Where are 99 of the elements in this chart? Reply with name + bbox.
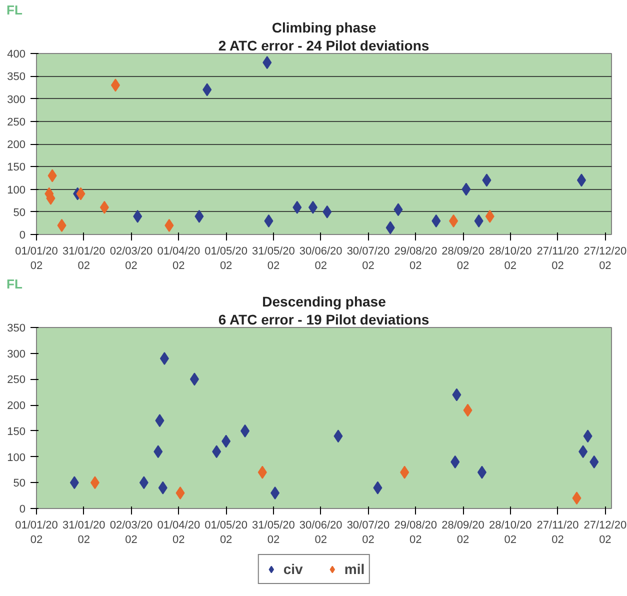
point [158, 481, 168, 494]
point [485, 210, 494, 223]
point [240, 424, 250, 438]
point [578, 445, 588, 458]
point [262, 56, 272, 70]
x-tick-label: 31/05/2002 [252, 520, 295, 546]
x-tick-label: 02/03/2002 [110, 520, 153, 546]
x-tick-label: 29/08/2002 [394, 246, 438, 272]
point [76, 187, 86, 200]
x-tick-label: 27/11/2002 [536, 520, 579, 546]
point [48, 169, 57, 182]
point [270, 486, 280, 500]
point [258, 466, 267, 479]
x-tick-label: 28/09/2002 [442, 246, 484, 272]
point [139, 476, 148, 490]
x-tick-label: 01/05/2002 [204, 246, 248, 272]
x-tick-label: 30/07/2002 [346, 520, 390, 546]
x-tick-label: 27/12/2002 [584, 520, 627, 546]
y-tick-label: 250 [7, 116, 26, 128]
chart-subtitle: 2 ATC error - 24 Pilot deviations [218, 38, 430, 54]
y-tick-label: 300 [7, 348, 26, 360]
point [57, 218, 66, 232]
x-tick-label: 31/01/2002 [62, 246, 106, 272]
point [70, 476, 79, 490]
x-tick-label: 30/06/2002 [299, 520, 342, 546]
legend-label: mil [344, 561, 365, 577]
point [176, 486, 185, 500]
y-tick-label: 0 [19, 230, 26, 242]
point [110, 78, 120, 92]
point [450, 455, 460, 468]
x-tick-label: 31/01/2002 [62, 520, 106, 546]
x-tick-label: 29/08/2002 [394, 520, 438, 546]
point [322, 205, 332, 218]
chart-title: Climbing phase [272, 20, 376, 36]
point [373, 481, 382, 494]
point [155, 414, 164, 428]
point [590, 455, 599, 468]
y-tick-label: 350 [7, 71, 26, 84]
y-axis-title: FL [6, 2, 22, 18]
x-tick-label: 02/03/2002 [110, 246, 153, 272]
point [264, 214, 274, 228]
point [463, 404, 472, 417]
point [583, 430, 592, 443]
point [222, 434, 231, 448]
point [202, 83, 212, 96]
x-tick-label: 01/04/2002 [157, 246, 200, 272]
y-tick-label: 400 [7, 48, 26, 60]
y-tick-label: 0 [19, 504, 26, 516]
x-tick-label: 28/10/2002 [488, 246, 532, 272]
point [90, 476, 100, 490]
point [308, 200, 318, 214]
point [133, 210, 142, 223]
point [576, 174, 586, 187]
point [572, 492, 582, 505]
point [477, 466, 486, 479]
point [160, 352, 169, 366]
point [292, 200, 302, 214]
y-tick-label: 350 [7, 322, 26, 334]
point [100, 200, 109, 214]
x-tick-label: 28/09/2002 [442, 520, 484, 546]
point [154, 445, 163, 458]
point [190, 372, 199, 386]
chart-subtitle: 6 ATC error - 19 Pilot deviations [218, 312, 430, 328]
x-tick-label: 30/06/2002 [299, 246, 342, 272]
y-tick-label: 150 [7, 162, 26, 174]
y-tick-label: 200 [7, 400, 26, 412]
x-tick-label: 01/01/2002 [15, 246, 58, 272]
point [164, 218, 174, 232]
x-tick-label: 01/05/2002 [204, 520, 248, 546]
legend-label: civ [283, 561, 304, 577]
x-tick-label: 30/07/2002 [346, 246, 390, 272]
point [452, 388, 462, 402]
point [334, 430, 343, 443]
y-tick-label: 50 [13, 206, 26, 219]
point [212, 445, 222, 458]
x-tick-label: 27/11/2002 [536, 246, 579, 272]
chart-title: Descending phase [262, 294, 386, 310]
y-axis-title: FL [6, 276, 22, 292]
point [386, 221, 395, 234]
y-tick-label: 50 [13, 478, 26, 490]
point [394, 203, 403, 216]
point [400, 466, 410, 479]
point [474, 214, 484, 228]
y-tick-label: 100 [7, 452, 26, 464]
point [482, 174, 492, 187]
x-tick-label: 27/12/2002 [584, 246, 627, 272]
y-tick-label: 100 [7, 184, 26, 196]
y-tick-label: 300 [7, 94, 26, 106]
y-tick-label: 250 [7, 374, 26, 386]
x-tick-label: 01/01/2002 [15, 520, 58, 546]
x-tick-label: 28/10/2002 [488, 520, 532, 546]
x-tick-label: 01/04/2002 [157, 520, 200, 546]
y-tick-label: 200 [7, 139, 26, 151]
point [462, 182, 471, 196]
point [194, 210, 204, 223]
point [449, 214, 458, 228]
x-tick-label: 31/05/2002 [252, 246, 295, 272]
y-tick-label: 150 [7, 426, 26, 438]
point [432, 214, 441, 228]
